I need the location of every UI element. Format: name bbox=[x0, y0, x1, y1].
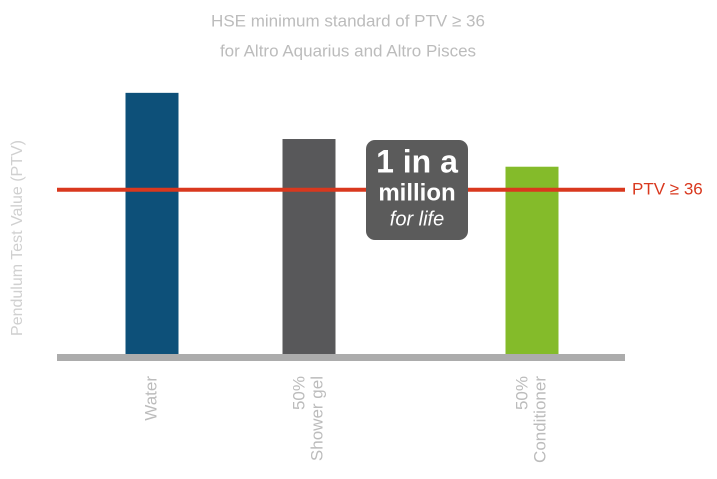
chart-title: for Altro Aquarius and Altro Pisces bbox=[220, 41, 476, 60]
bar bbox=[125, 92, 179, 356]
logo-badge bbox=[366, 140, 468, 240]
x-tick-label: Conditioner bbox=[530, 376, 549, 463]
x-tick-label: 50% bbox=[289, 376, 308, 410]
x-tick-label: Shower gel bbox=[307, 376, 326, 461]
chart-title: HSE minimum standard of PTV ≥ 36 bbox=[211, 11, 485, 30]
threshold-label: PTV ≥ 36 bbox=[632, 179, 703, 198]
x-tick-label: 50% bbox=[512, 376, 531, 410]
baseline bbox=[57, 354, 625, 361]
bar bbox=[505, 166, 559, 356]
x-tick-label: Water bbox=[141, 376, 160, 421]
y-axis-label: Pendulum Test Value (PTV) bbox=[9, 140, 26, 336]
bar bbox=[282, 139, 336, 356]
logo-text: for life bbox=[390, 208, 444, 230]
logo-text: 1 in a bbox=[376, 143, 458, 179]
logo-text: million bbox=[378, 179, 455, 206]
